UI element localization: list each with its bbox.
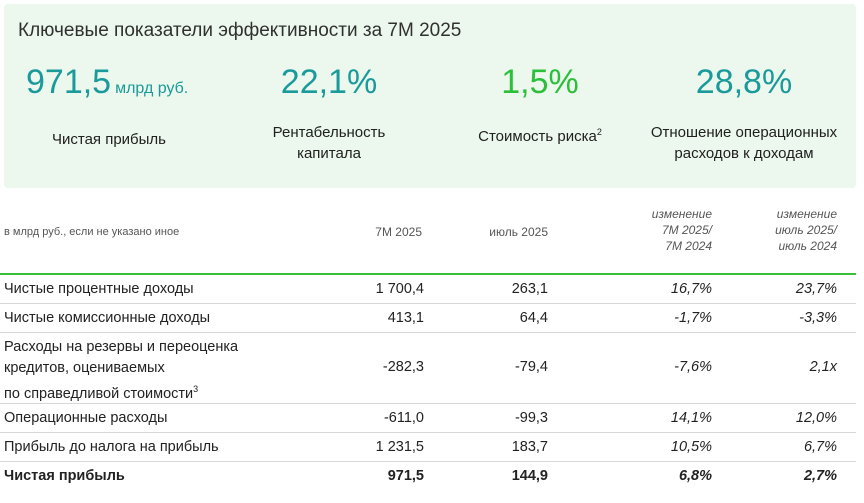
cell-change-july: 23,7%: [795, 281, 837, 297]
kpi-roe: 22,1% Рентабельность капитала: [234, 62, 424, 164]
panel-title: Ключевые показатели эффективности за 7М …: [18, 20, 462, 41]
kpi-roe-label-line1: Рентабельность: [272, 124, 386, 141]
table-row-provisions: Расходы на резервы и переоценка кредитов…: [0, 333, 856, 404]
cell-change-7m: 16,7%: [670, 281, 712, 297]
kpi-cir-label-line2: расходов к доходам: [674, 145, 814, 162]
cell-change-july: 2,7%: [803, 468, 837, 484]
kpi-net-profit-unit: млрд руб.: [115, 80, 189, 97]
cell-7m-2025: 1 700,4: [375, 281, 424, 297]
cell-7m-2025: 413,1: [387, 310, 424, 326]
kpi-net-profit-label: Чистая прибыль: [52, 131, 166, 148]
kpi-cost-of-risk: 1,5% Стоимость риска2: [450, 62, 630, 147]
kpi-net-profit-number: 971,5: [26, 63, 112, 101]
row-label-line2: кредитов, оцениваемых: [4, 360, 165, 376]
row-label-line1: Расходы на резервы и переоценка: [4, 339, 239, 355]
cell-change-7m: 14,1%: [670, 410, 712, 426]
header-change-july-line1: изменение: [776, 207, 837, 221]
header-change-july-line2: июль 2025/: [775, 223, 837, 237]
cell-july-2025: -99,3: [514, 410, 548, 426]
cell-change-july: 2,1x: [809, 359, 837, 375]
row-label-line3-text: по справедливой стоимости: [4, 385, 194, 402]
cell-change-7m: -7,6%: [674, 359, 712, 375]
units-note: в млрд руб., если не указано иное: [4, 226, 180, 238]
header-change-july: изменение июль 2025/ июль 2024: [720, 206, 837, 254]
kpi-cir-label: Отношение операционных расходов к дохода…: [644, 122, 844, 164]
table-row-profit-before-tax: Прибыль до налога на прибыль 1 231,5 183…: [0, 433, 856, 462]
header-change-7m-line3: 7М 2024: [665, 239, 712, 253]
cell-change-july: 12,0%: [795, 410, 837, 426]
kpi-cir: 28,8% Отношение операционных расходов к …: [644, 62, 844, 164]
cell-change-7m: -1,7%: [674, 310, 712, 326]
kpi-cost-of-risk-value: 1,5%: [501, 63, 579, 101]
table-row-net-fee-income: Чистые комиссионные доходы 413,1 64,4 -1…: [0, 304, 856, 333]
cell-change-july: -3,3%: [799, 310, 837, 326]
kpi-roe-value: 22,1%: [280, 63, 378, 101]
header-change-7m-line1: изменение: [651, 207, 712, 221]
kpi-net-profit: 971,5 млрд руб. Чистая прибыль: [26, 62, 226, 150]
kpi-net-profit-value: 971,5 млрд руб.: [26, 62, 226, 109]
kpi-panel: Ключевые показатели эффективности за 7М …: [4, 4, 856, 188]
cell-7m-2025: -611,0: [383, 410, 424, 426]
cell-7m-2025: 1 231,5: [375, 439, 424, 455]
header-july-2025: июль 2025: [489, 225, 548, 239]
header-change-7m-line2: 7М 2025/: [661, 223, 712, 237]
header-divider: [0, 273, 856, 275]
cell-7m-2025: 971,5: [387, 468, 424, 484]
footnote-marker: 2: [596, 127, 602, 137]
kpi-cost-of-risk-label: Стоимость риска2: [450, 122, 630, 147]
header-change-july-line3: июль 2024: [778, 239, 837, 253]
footnote-marker: 3: [193, 384, 199, 394]
row-label: Чистые процентные доходы: [4, 281, 194, 297]
header-7m-2025: 7М 2025: [375, 225, 422, 239]
row-label-line3: по справедливой стоимости3: [4, 379, 238, 405]
cell-july-2025: 183,7: [511, 439, 548, 455]
row-label: Прибыль до налога на прибыль: [4, 439, 219, 455]
cell-change-7m: 6,8%: [678, 468, 712, 484]
header-change-7m: изменение 7М 2025/ 7М 2024: [600, 206, 712, 254]
table-header: в млрд руб., если не указано иное 7М 202…: [0, 200, 864, 272]
row-label: Чистые комиссионные доходы: [4, 310, 211, 326]
table-row-operating-expenses: Операционные расходы -611,0 -99,3 14,1% …: [0, 404, 856, 433]
table-row-net-interest-income: Чистые процентные доходы 1 700,4 263,1 1…: [0, 275, 856, 304]
row-label: Расходы на резервы и переоценка кредитов…: [4, 337, 238, 405]
cell-july-2025: 263,1: [511, 281, 548, 297]
kpi-cir-label-line1: Отношение операционных: [650, 124, 838, 141]
cell-change-7m: 10,5%: [670, 439, 712, 455]
cell-july-2025: -79,4: [514, 359, 548, 375]
cell-7m-2025: -282,3: [382, 359, 424, 375]
kpi-roe-label-line2: капитала: [297, 145, 361, 162]
kpi-cost-of-risk-label-text: Стоимость риска: [478, 128, 597, 145]
row-label: Операционные расходы: [4, 410, 168, 426]
cell-july-2025: 64,4: [519, 310, 548, 326]
row-label: Чистая прибыль: [4, 468, 125, 484]
cell-july-2025: 144,9: [511, 468, 548, 484]
kpi-cir-value: 28,8%: [695, 63, 793, 101]
kpi-roe-label: Рентабельность капитала: [234, 122, 424, 164]
cell-change-july: 6,7%: [803, 439, 837, 455]
table-row-net-profit: Чистая прибыль 971,5 144,9 6,8% 2,7%: [0, 462, 856, 492]
